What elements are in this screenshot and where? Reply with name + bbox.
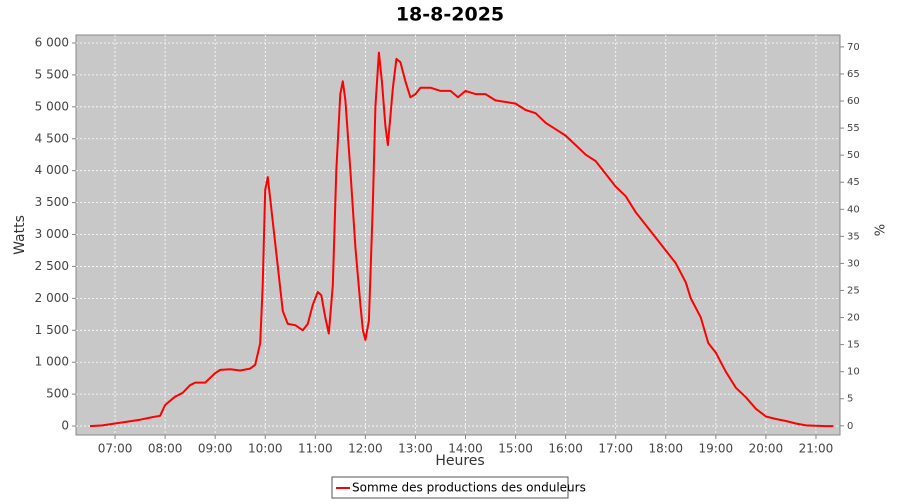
y-tick-label: 2 500 — [35, 259, 69, 273]
y2-tick-label: 15 — [847, 340, 860, 351]
y-tick-label: 3 500 — [35, 195, 69, 209]
x-tick-label: 21:00 — [799, 442, 834, 456]
legend — [331, 476, 569, 499]
y-tick-label: 4 500 — [35, 131, 69, 145]
series-line — [89, 51, 834, 428]
x-tick-label: 17:00 — [598, 442, 633, 456]
y-tick-label: 500 — [46, 387, 69, 401]
x-tick-label: 14:00 — [448, 442, 483, 456]
y2-tick-label: 45 — [847, 177, 860, 188]
y-tick-label: 4 000 — [35, 163, 69, 177]
x-tick-label: 15:00 — [498, 442, 533, 456]
y-tick-label: 5 500 — [35, 67, 69, 81]
y2-tick-label: 70 — [847, 42, 860, 53]
chart-title: 18-8-2025 — [396, 4, 504, 26]
x-tick-label: 13:00 — [398, 442, 433, 456]
y-axis-label: Watts — [12, 215, 28, 255]
x-tick-label: 20:00 — [749, 442, 784, 456]
y2-tick-label: 35 — [847, 231, 860, 242]
x-axis-label: Heures — [435, 453, 484, 469]
x-tick-label: 07:00 — [98, 442, 133, 456]
y2-tick-label: 10 — [847, 367, 860, 378]
y2-tick-label: 60 — [847, 96, 860, 107]
x-tick-label: 12:00 — [348, 442, 383, 456]
x-tick-label: 18:00 — [648, 442, 683, 456]
y2-tick-label: 55 — [847, 123, 860, 134]
x-tick-label: 09:00 — [198, 442, 233, 456]
y2-tick-label: 25 — [847, 285, 860, 296]
y-tick-label: 6 000 — [35, 35, 69, 49]
y2-tick-label: 0 — [847, 421, 853, 432]
y-tick-label: 5 000 — [35, 99, 69, 113]
y-tick-label: 1 500 — [35, 323, 69, 337]
x-tick-label: 19:00 — [699, 442, 734, 456]
x-tick-label: 16:00 — [548, 442, 583, 456]
y-tick-label: 1 000 — [35, 355, 69, 369]
y2-tick-label: 30 — [847, 258, 860, 269]
y2-tick-label: 50 — [847, 150, 860, 161]
y2-tick-label: 40 — [847, 204, 860, 215]
y2-tick-label: 20 — [847, 313, 860, 324]
plot-area — [75, 34, 841, 436]
legend-label: Somme des productions des onduleurs — [352, 481, 586, 495]
y-tick-label: 0 — [61, 419, 69, 433]
x-tick-label: 08:00 — [148, 442, 183, 456]
y2-tick-label: 5 — [847, 394, 853, 405]
y-tick-label: 3 000 — [35, 227, 69, 241]
x-tick-label: 10:00 — [248, 442, 283, 456]
x-tick-label: 11:00 — [298, 442, 333, 456]
y2-tick-label: 65 — [847, 69, 860, 80]
y-tick-label: 2 000 — [35, 291, 69, 305]
y2-axis-label: % — [874, 224, 889, 236]
